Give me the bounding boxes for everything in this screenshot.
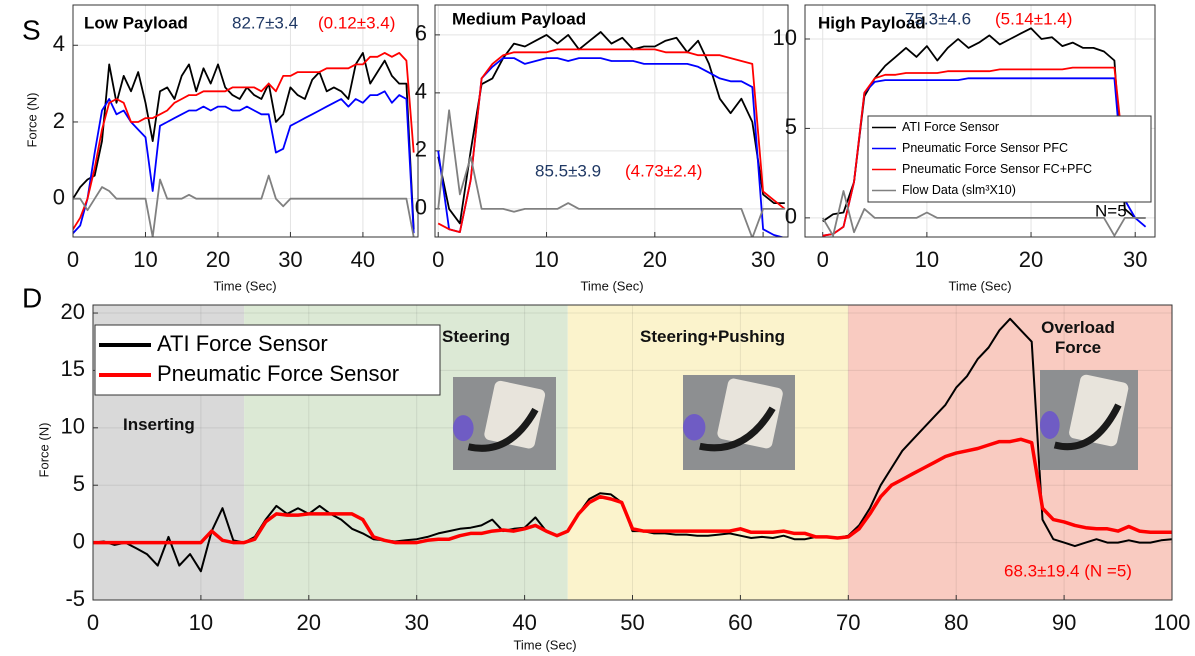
x-tick-label: 20 [1019,247,1043,272]
x-tick-label: 20 [643,247,667,272]
x-tick-label: 0 [432,247,444,272]
panel-title: Medium Payload [452,9,586,28]
legend-label: Pneumatic Force Sensor PFC [902,141,1068,155]
x-tick-label: 20 [206,247,230,272]
x-tick-label: 60 [728,610,752,635]
y-tick-label: 10 [61,414,85,439]
annotation: (4.73±2.4) [625,161,702,180]
chart: 010203040024Low Payload82.7±3.4(0.12±3.4… [0,0,1195,656]
photo-glove [683,414,705,441]
y-tick-label: 5 [73,471,85,496]
annotation: N=5 [1095,201,1127,220]
x-tick-label: 0 [87,610,99,635]
x-tick-label: 0 [817,247,829,272]
y-axis-label: Force (N) [24,93,39,148]
x-axis-label: Time (Sec) [580,278,643,293]
region-label: Steering [442,327,510,347]
panel-title: Low Payload [84,13,188,32]
y-tick-label: 10 [773,25,797,50]
legend-label: Flow Data (slm³X10) [902,183,1016,197]
x-tick-label: 100 [1154,610,1191,635]
x-tick-label: 20 [297,610,321,635]
panel [435,5,788,238]
y-tick-label: 5 [785,114,797,139]
y-tick-label: 4 [53,31,65,56]
y-tick-label: 4 [415,79,427,104]
region-label: Overload Force [1038,318,1118,358]
x-tick-label: 90 [1052,610,1076,635]
x-tick-label: 30 [404,610,428,635]
annotation: 82.7±3.4 [232,13,298,32]
legend-label: Pneumatic Force Sensor FC+PFC [902,162,1092,176]
y-tick-label: 15 [61,356,85,381]
x-tick-label: 30 [278,247,302,272]
panel-label: D [22,282,42,313]
x-tick-label: 40 [351,247,375,272]
legend-label: Pneumatic Force Sensor [157,361,399,386]
x-axis-label: Time (Sec) [213,278,276,293]
figure: 010203040024Low Payload82.7±3.4(0.12±3.4… [0,0,1195,656]
y-tick-label: 20 [61,299,85,324]
legend: ATI Force Sensor Pneumatic Force Sensor P… [868,116,1151,202]
photo-glove [1040,411,1060,439]
annotation: (5.14±1.4) [995,9,1072,28]
annotation: (0.12±3.4) [318,13,395,32]
region-label: Inserting [123,415,195,435]
region-label: Steering+Pushing [640,327,785,347]
annotation: 75.3±4.6 [905,9,971,28]
x-tick-label: 30 [1123,247,1147,272]
annotation: 85.5±3.9 [535,161,601,180]
x-tick-label: 0 [67,247,79,272]
y-tick-label: 0 [53,184,65,209]
legend-label: ATI Force Sensor [157,331,328,356]
panel-label: S [22,14,41,45]
x-tick-label: 10 [915,247,939,272]
y-tick-label: 6 [415,21,427,46]
legend-label: ATI Force Sensor [902,120,999,134]
y-tick-label: 2 [53,108,65,133]
y-tick-label: 0 [785,204,797,229]
panel [73,5,418,237]
x-tick-label: 40 [512,610,536,635]
annotation: 68.3±19.4 (N =5) [1004,561,1132,580]
x-tick-label: 10 [133,247,157,272]
plot-area [73,5,418,237]
legend: ATI Force Sensor Pneumatic Force Sensor [95,325,440,395]
x-tick-label: 70 [836,610,860,635]
y-tick-label: 0 [73,528,85,553]
x-tick-label: 80 [944,610,968,635]
x-tick-label: 10 [534,247,558,272]
y-axis-label: Force (N) [36,423,51,478]
y-tick-label: -5 [65,586,85,611]
photo-glove [453,415,474,441]
x-axis-label: Time (Sec) [513,637,576,652]
x-axis-label: Time (Sec) [948,278,1011,293]
y-tick-label: 2 [415,137,427,162]
x-tick-label: 30 [751,247,775,272]
plot-area [435,5,788,237]
y-tick-label: 0 [415,195,427,220]
x-tick-label: 50 [620,610,644,635]
x-tick-label: 10 [189,610,213,635]
